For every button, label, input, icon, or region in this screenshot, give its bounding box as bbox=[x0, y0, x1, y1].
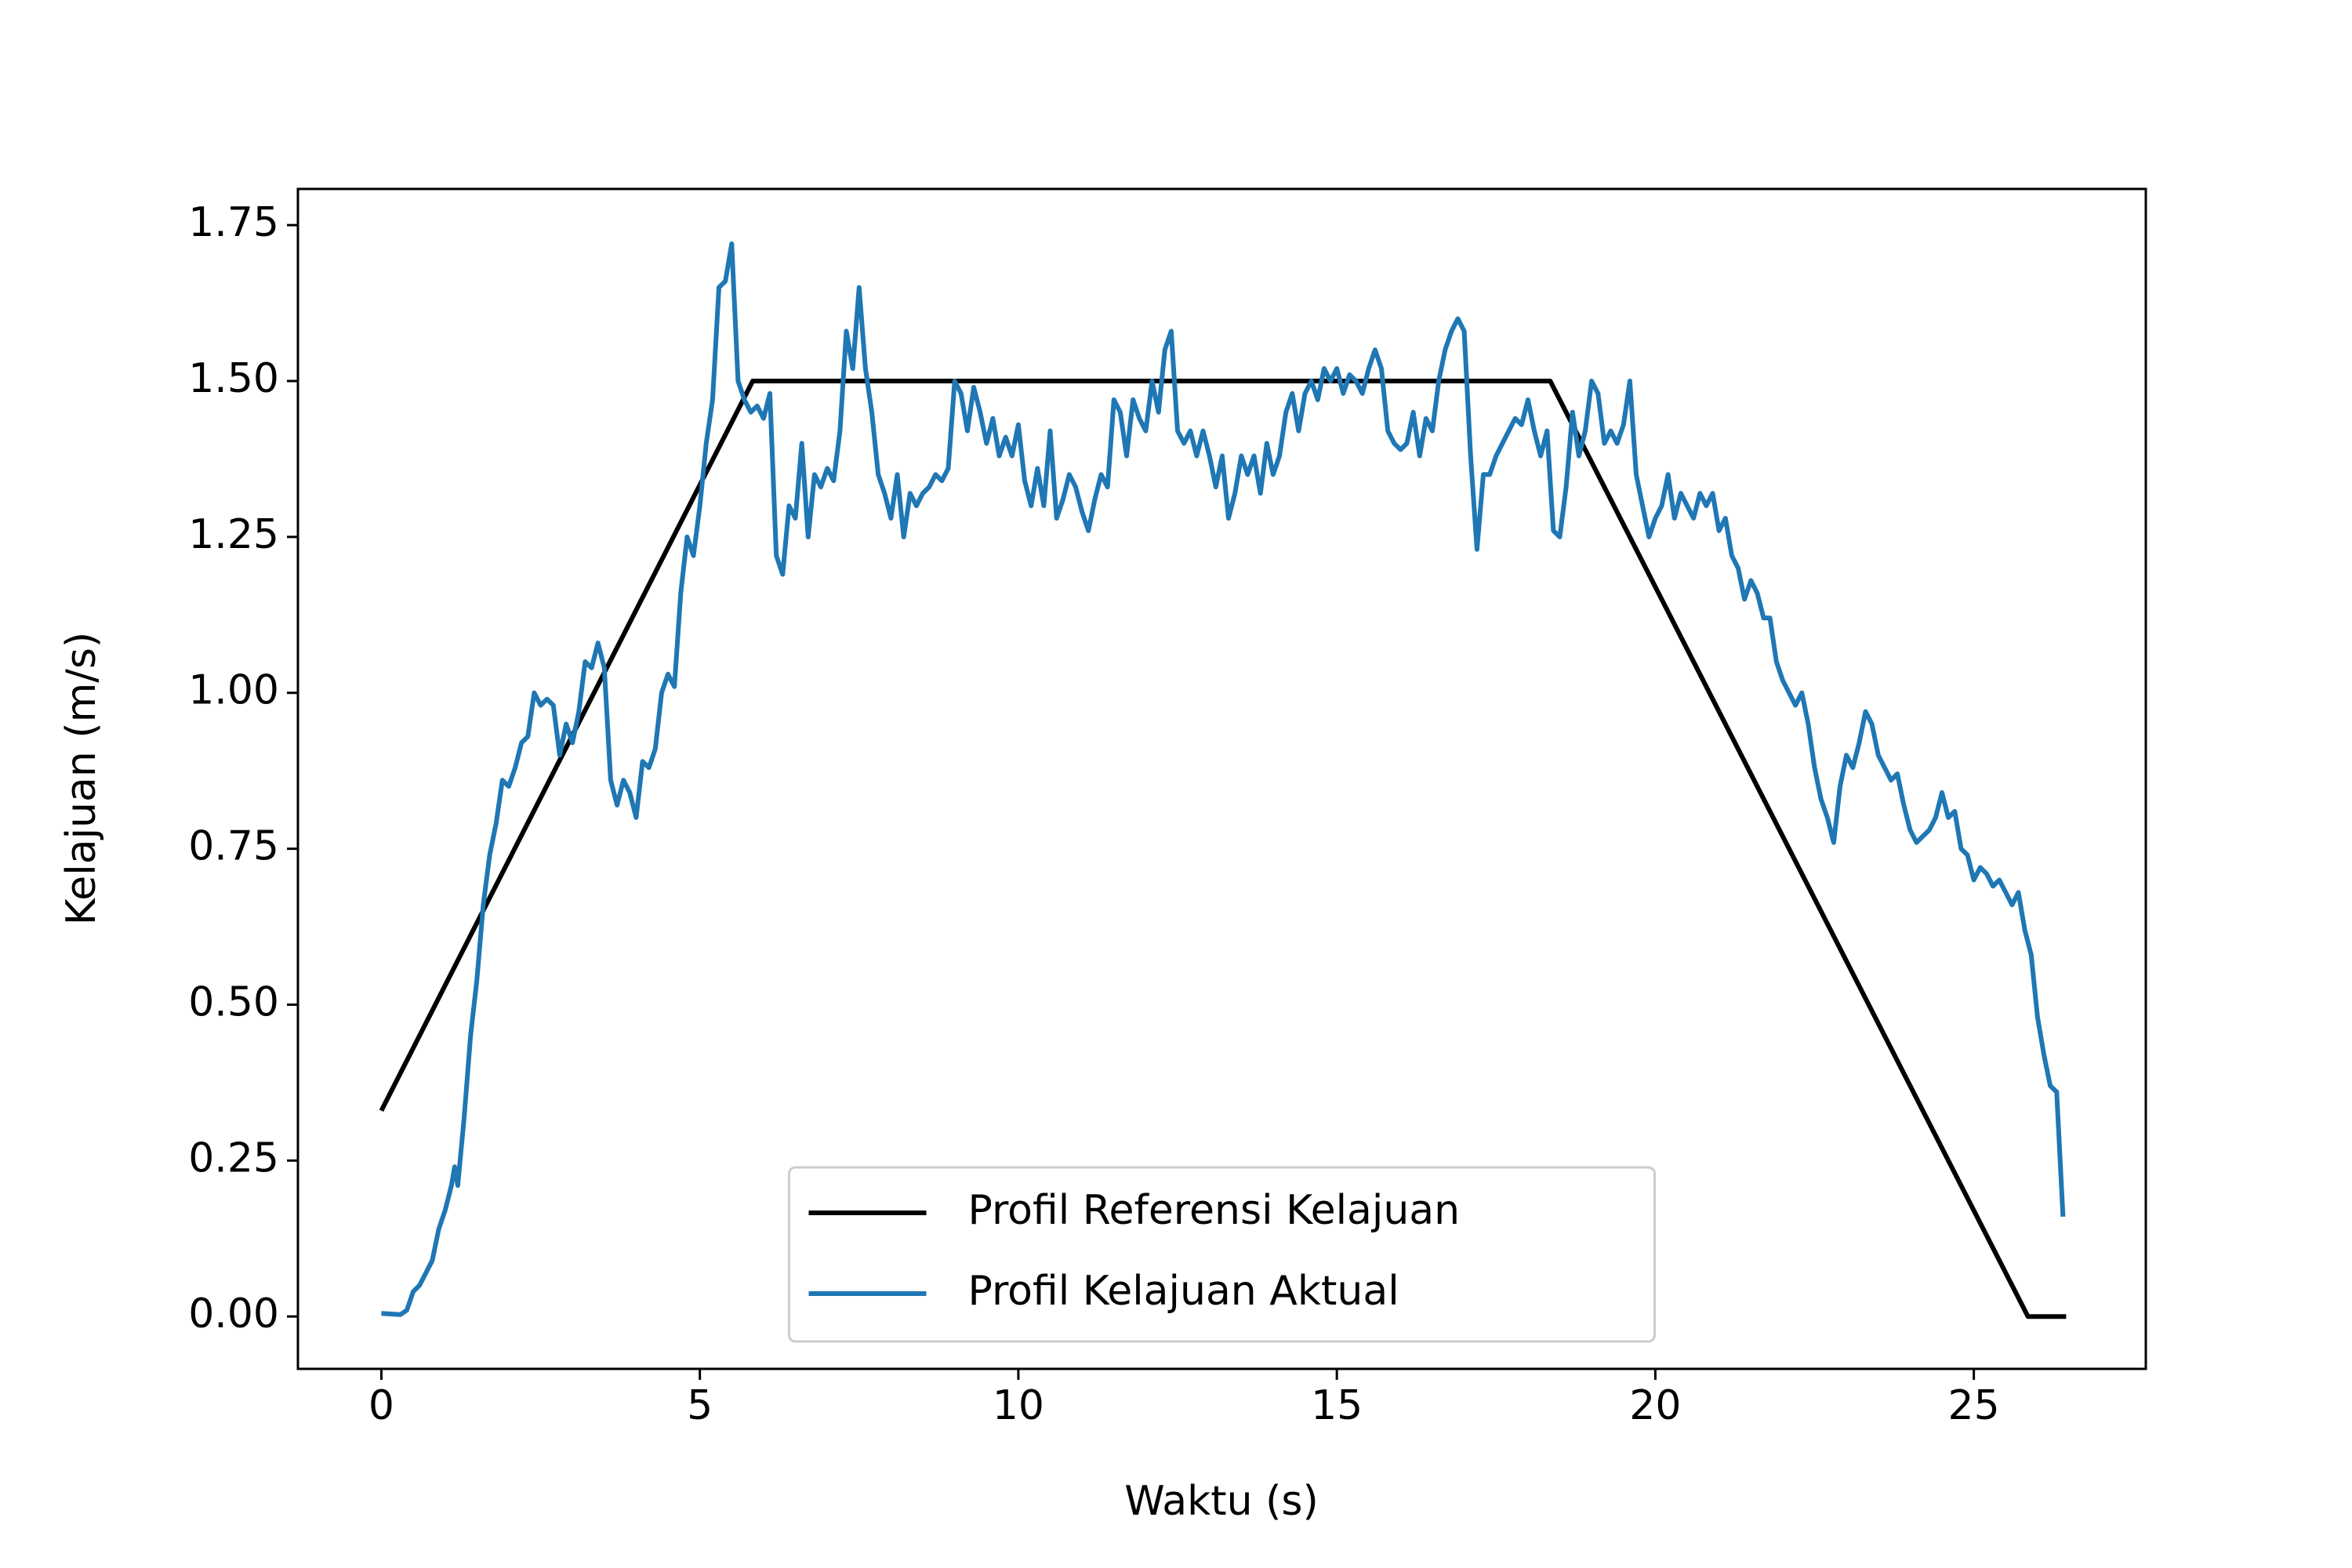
y-tick-label: 1.25 bbox=[188, 511, 279, 558]
x-tick-label: 20 bbox=[1629, 1382, 1681, 1429]
y-tick-label: 1.50 bbox=[188, 355, 279, 402]
x-axis-label: Waktu (s) bbox=[1124, 1478, 1319, 1525]
y-tick-label: 0.25 bbox=[188, 1134, 279, 1181]
legend-label: Profil Referensi Kelajuan bbox=[968, 1187, 1461, 1234]
x-tick-label: 5 bbox=[687, 1382, 713, 1429]
y-tick-label: 1.00 bbox=[188, 667, 279, 714]
y-tick-label: 1.75 bbox=[188, 199, 279, 246]
x-tick-label: 15 bbox=[1311, 1382, 1363, 1429]
y-tick-label: 0.00 bbox=[188, 1290, 279, 1338]
series-line bbox=[381, 241, 2066, 1317]
y-axis-label: Kelajuan (m/s) bbox=[58, 632, 105, 925]
y-tick-label: 0.50 bbox=[188, 978, 279, 1025]
legend-label: Profil Kelajuan Aktual bbox=[968, 1268, 1399, 1315]
plot-frame bbox=[296, 187, 2147, 1370]
x-tick-label: 10 bbox=[993, 1382, 1044, 1429]
series-line bbox=[379, 379, 2067, 1319]
x-tick-label: 25 bbox=[1948, 1382, 2000, 1429]
x-tick-label: 0 bbox=[368, 1382, 394, 1429]
y-tick-label: 0.75 bbox=[188, 823, 279, 870]
legend-box bbox=[788, 1166, 1656, 1343]
